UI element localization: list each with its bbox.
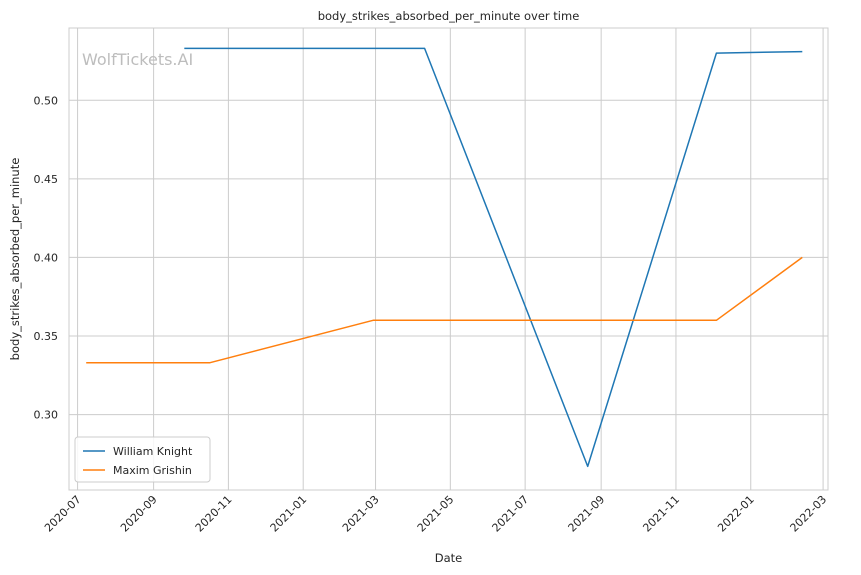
legend: William Knight Maxim Grishin (74, 436, 211, 483)
series-lines (86, 47, 803, 468)
legend-box (74, 436, 211, 483)
series-line-william-knight (184, 47, 803, 468)
y-tick-label: 0.50 (34, 94, 59, 107)
y-tick-label: 0.35 (34, 330, 59, 343)
y-tick-label: 0.30 (34, 409, 59, 422)
y-tick-label: 0.40 (34, 251, 59, 264)
legend-label: Maxim Grishin (113, 464, 192, 477)
plot-frame (68, 27, 829, 491)
y-tick-label: 0.45 (34, 173, 59, 186)
y-axis-label: body_strikes_absorbed_per_minute (8, 158, 22, 361)
y-tick-labels: 0.30 0.35 0.40 0.45 0.50 (34, 94, 59, 421)
grid (69, 28, 828, 490)
x-axis-label: Date (435, 551, 463, 565)
watermark: WolfTickets.AI (82, 50, 193, 69)
series-line-maxim-grishin (86, 256, 803, 364)
chart-title: body_strikes_absorbed_per_minute over ti… (318, 9, 580, 23)
legend-label: William Knight (113, 445, 193, 458)
